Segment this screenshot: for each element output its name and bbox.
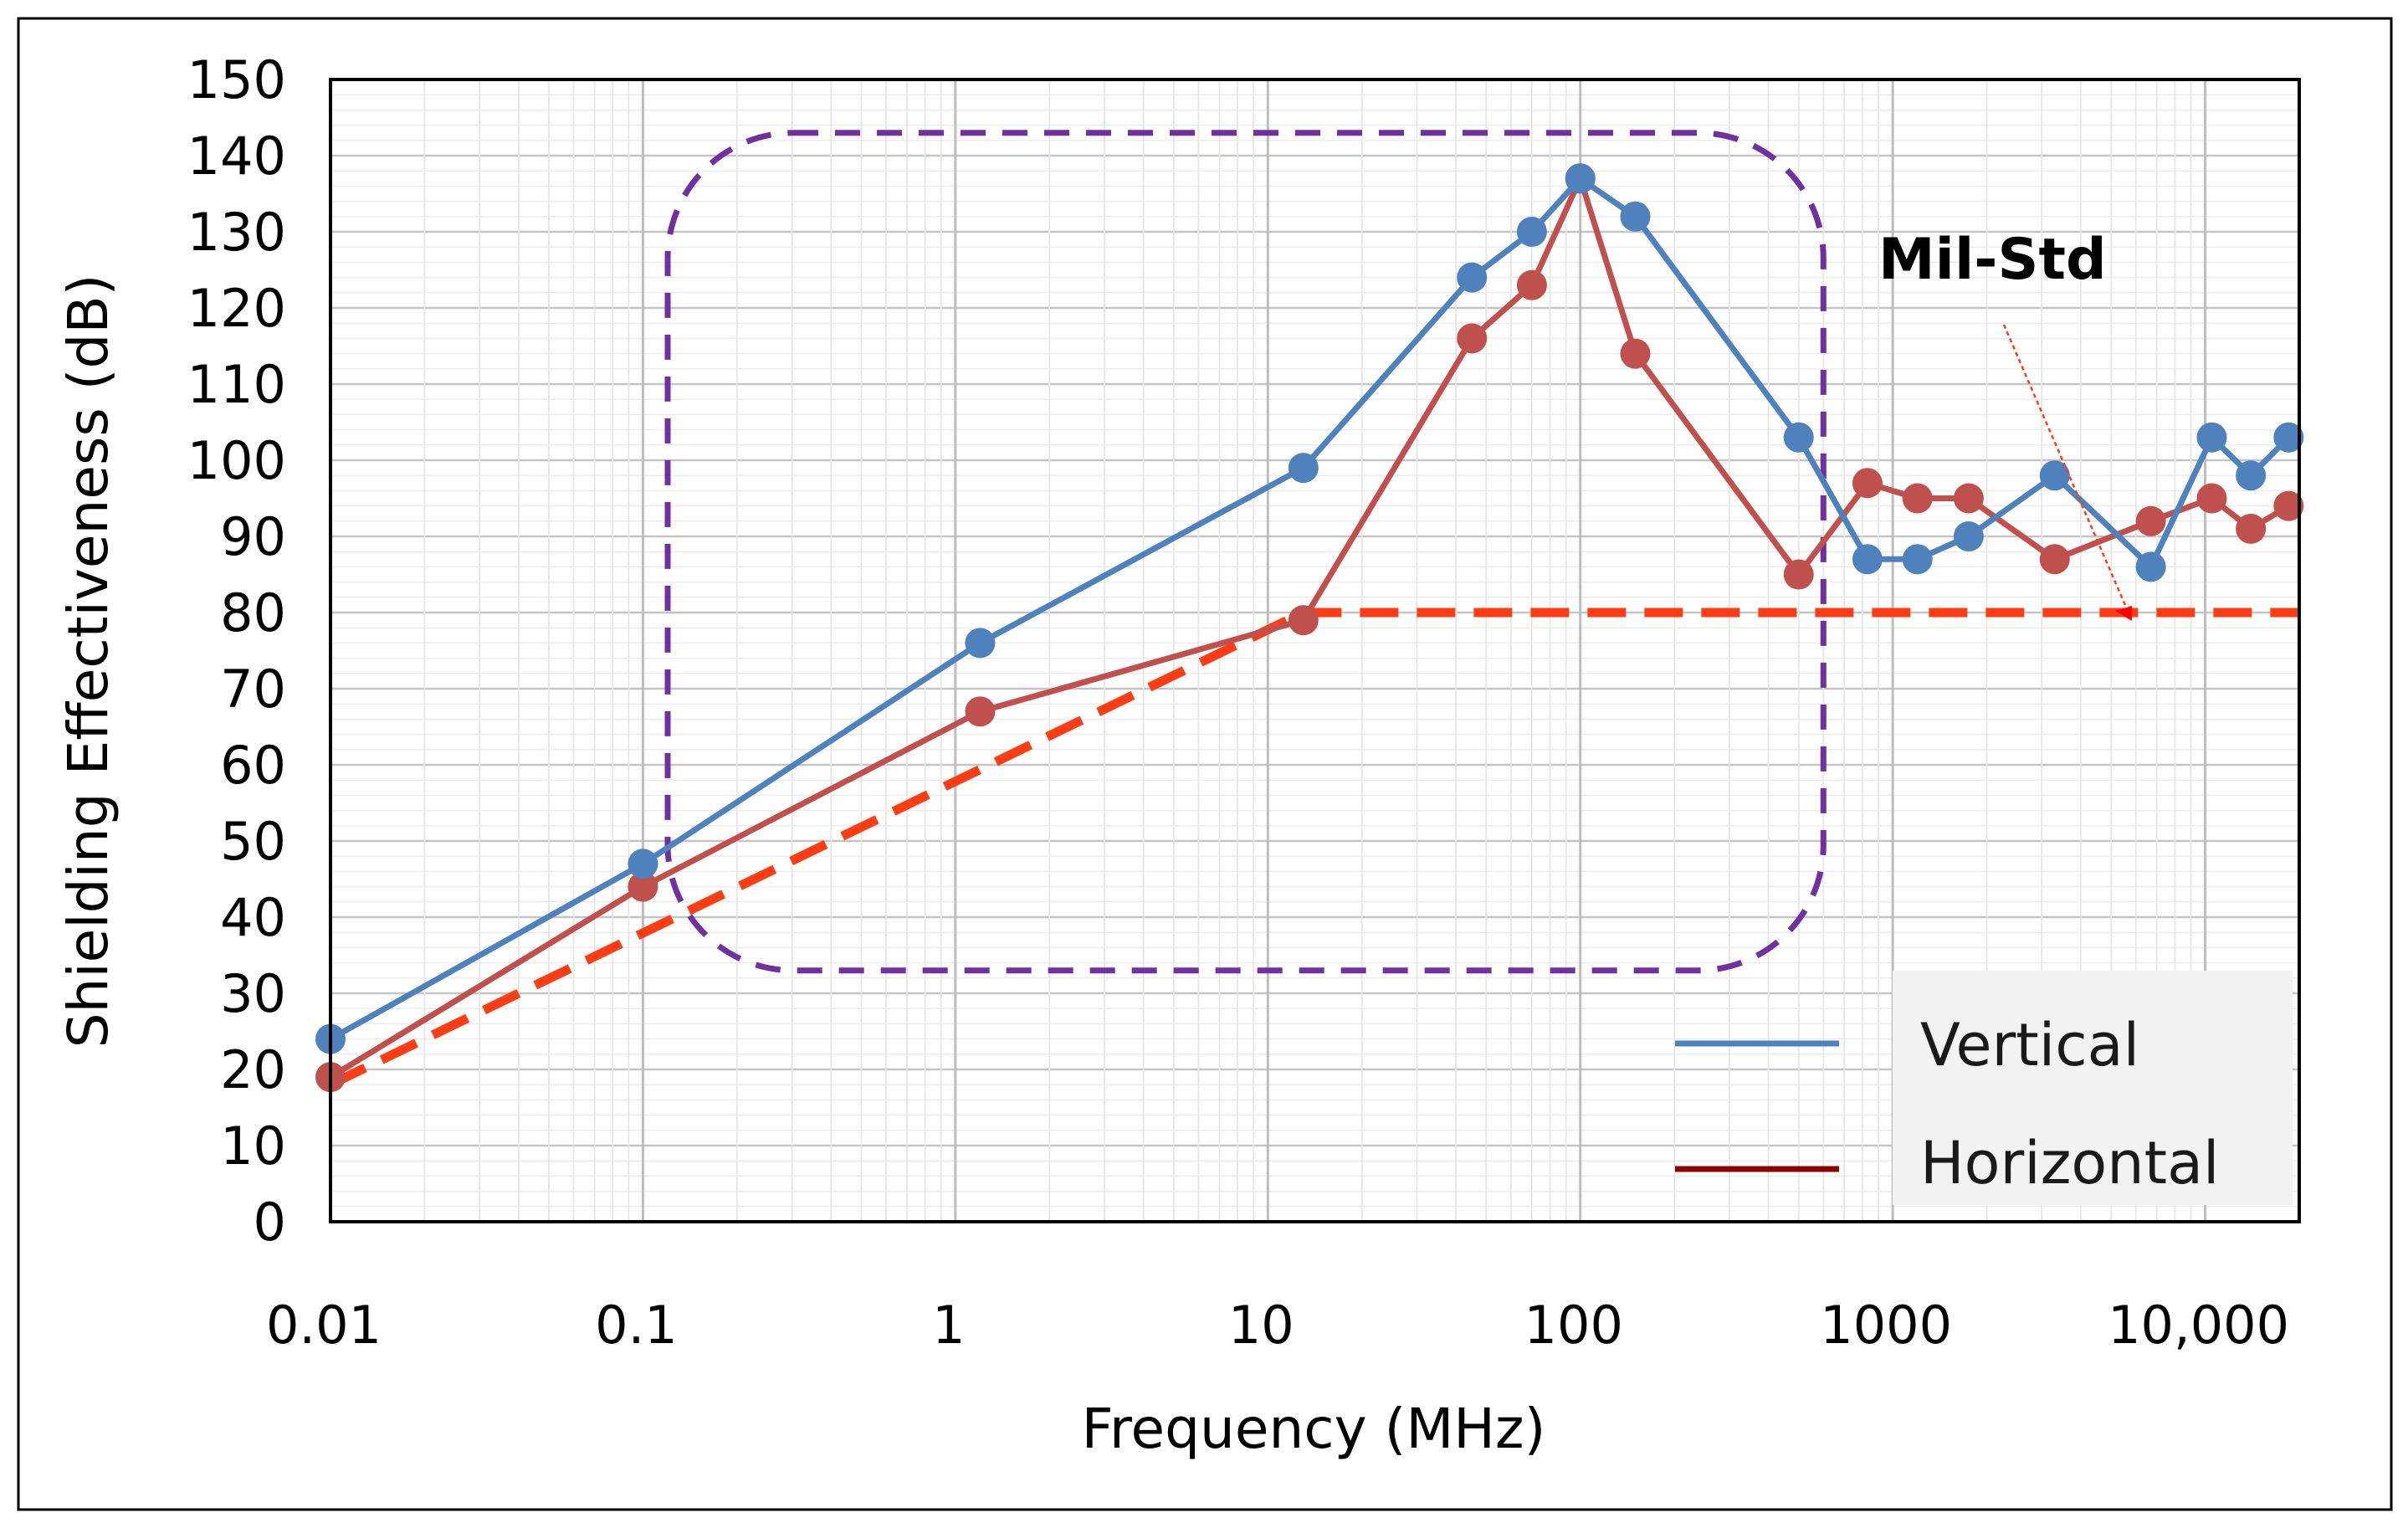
data-point-horizontal	[2236, 513, 2267, 544]
data-point-vertical	[628, 849, 658, 879]
data-point-vertical	[2236, 460, 2267, 491]
y-tick-label: 80	[220, 582, 286, 644]
data-point-vertical	[1457, 262, 1488, 293]
series-vertical	[315, 163, 2304, 1054]
x-tick-label: 1000	[1820, 1295, 1952, 1356]
data-point-horizontal	[2135, 505, 2166, 536]
x-tick-label: 0.1	[595, 1295, 678, 1356]
data-point-vertical	[1953, 521, 1984, 551]
data-point-horizontal	[1620, 338, 1651, 369]
legend-label-vertical: Vertical	[1920, 1011, 2139, 1079]
y-tick-label: 130	[187, 202, 286, 263]
y-tick-label: 20	[220, 1039, 286, 1100]
y-tick-label: 40	[220, 887, 286, 948]
data-point-vertical	[1288, 453, 1319, 484]
data-point-vertical	[1852, 544, 1883, 575]
series-layer	[315, 163, 2304, 1093]
x-tick-label: 10,000	[2108, 1295, 2289, 1356]
x-axis-ticks: 0.01 0.1 1 10 100 1000 10,000	[266, 1295, 2289, 1356]
x-tick-label: 1	[932, 1295, 965, 1356]
data-point-horizontal	[1288, 605, 1319, 636]
y-tick-label: 90	[220, 506, 286, 567]
data-point-vertical	[2196, 422, 2227, 453]
data-point-horizontal	[1457, 323, 1488, 354]
data-point-horizontal	[2196, 483, 2227, 514]
data-point-horizontal	[2039, 544, 2070, 575]
data-point-horizontal	[1852, 468, 1883, 499]
data-point-vertical	[1620, 201, 1651, 232]
data-point-vertical	[1902, 544, 1933, 575]
mil-std-label: Mil-Std	[1878, 227, 2107, 293]
y-tick-label: 140	[187, 126, 286, 187]
data-point-vertical	[1516, 217, 1547, 247]
y-tick-label: 120	[187, 278, 286, 339]
data-point-vertical	[2039, 460, 2070, 491]
legend-label-horizontal: Horizontal	[1920, 1129, 2219, 1197]
y-tick-label: 50	[220, 811, 286, 872]
data-point-horizontal	[1516, 269, 1547, 300]
y-tick-label: 60	[220, 735, 286, 796]
data-point-horizontal	[628, 871, 658, 902]
x-axis-title: Frequency (MHz)	[1082, 1397, 1546, 1461]
highlight-box-layer	[664, 130, 1826, 974]
data-point-vertical	[1783, 422, 1814, 453]
y-axis-title: Shielding Effectiveness (dB)	[56, 274, 120, 1049]
data-point-vertical	[965, 628, 996, 659]
data-point-horizontal	[1953, 483, 1984, 514]
data-point-vertical	[2135, 551, 2166, 582]
legend-box	[1893, 971, 2293, 1205]
plot-area-frame	[329, 78, 2301, 1223]
y-tick-label: 150	[187, 49, 286, 110]
data-point-vertical	[1565, 163, 1596, 194]
data-point-horizontal	[2273, 490, 2304, 521]
data-point-horizontal	[1783, 559, 1814, 590]
x-tick-label: 0.01	[266, 1295, 382, 1356]
data-point-horizontal	[965, 696, 996, 727]
y-axis-ticks: 0 10 20 30 40 50 60 70 80 90 100 110 120 130 140 150	[187, 49, 286, 1253]
y-tick-label: 30	[220, 963, 286, 1024]
mil-std-arrowhead	[2115, 606, 2132, 621]
y-tick-label: 10	[220, 1115, 286, 1177]
legend: Vertical Horizontal	[1675, 971, 2293, 1205]
mil-std-callout: Mil-Std	[1878, 227, 2132, 621]
y-tick-label: 0	[254, 1192, 286, 1253]
x-tick-label: 10	[1228, 1295, 1294, 1356]
grid	[329, 78, 2300, 1223]
y-tick-label: 70	[220, 659, 286, 720]
y-tick-label: 110	[187, 354, 286, 415]
data-point-vertical	[2273, 422, 2304, 453]
y-tick-label: 100	[187, 430, 286, 491]
x-tick-label: 100	[1524, 1295, 1623, 1356]
mil-std-arrow	[2002, 324, 2129, 612]
data-point-horizontal	[1902, 483, 1933, 514]
highlight-dashed-box	[664, 130, 1826, 974]
